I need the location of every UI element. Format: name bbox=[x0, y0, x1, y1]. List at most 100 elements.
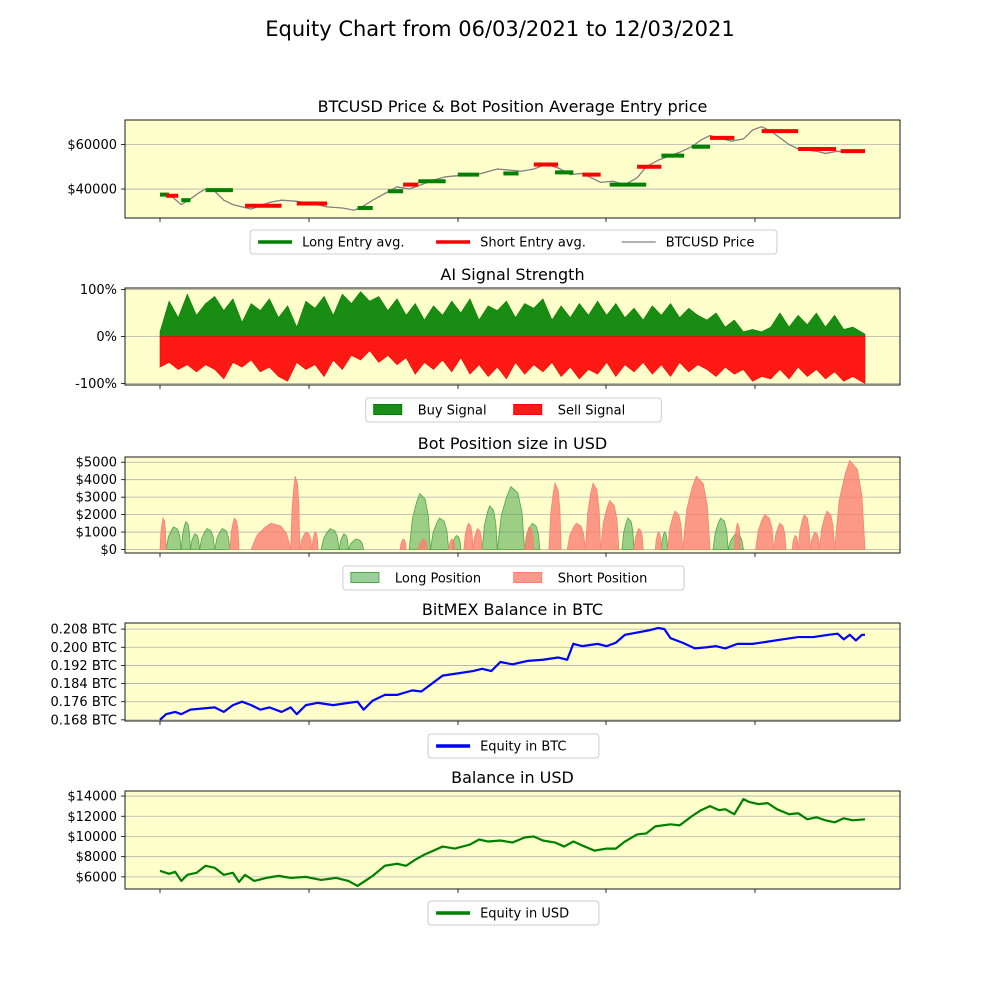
short-position-area bbox=[524, 526, 535, 550]
plot-area bbox=[159, 459, 866, 550]
short-position-area bbox=[600, 499, 620, 550]
y-tick-label: $12000 bbox=[67, 810, 117, 825]
series-line-equity-btc bbox=[159, 626, 865, 721]
short-position-area bbox=[229, 517, 240, 550]
legend-label: Long Entry avg. bbox=[302, 236, 404, 251]
long-position-area bbox=[496, 485, 526, 550]
legend-swatch bbox=[373, 404, 403, 415]
long-position-area bbox=[712, 517, 729, 550]
short-position-area bbox=[548, 481, 562, 550]
long-position-area bbox=[408, 492, 431, 550]
y-tick-label: 0.192 BTC bbox=[50, 659, 117, 674]
short-position-area bbox=[566, 522, 586, 550]
y-tick-label: $60000 bbox=[67, 138, 117, 153]
axes-frame bbox=[124, 790, 901, 890]
axes-frame bbox=[124, 119, 901, 219]
short-position-area bbox=[818, 510, 836, 550]
long-position-area bbox=[481, 505, 498, 550]
chart-panel-3: 0.168 BTC 0.176 BTC 0.184 BTC 0.192 BTC 0.20… bbox=[50, 600, 901, 759]
short-position-area bbox=[290, 476, 301, 550]
y-tick-label: $40000 bbox=[67, 183, 117, 198]
y-tick-label: 0.208 BTC bbox=[50, 623, 117, 638]
legend-label: Equity in USD bbox=[480, 907, 569, 922]
y-tick-label: 0.176 BTC bbox=[50, 695, 117, 710]
legend-box bbox=[427, 900, 600, 926]
legend-label: Buy Signal bbox=[418, 404, 487, 419]
long-position-area bbox=[621, 517, 635, 550]
y-tick-label: $0 bbox=[100, 543, 117, 558]
y-tick-label: $5000 bbox=[76, 456, 117, 471]
legend-label: BTCUSD Price bbox=[666, 236, 755, 251]
legend-box bbox=[427, 733, 600, 759]
axes-frame bbox=[124, 456, 901, 554]
chart-title: BTCUSD Price & Bot Position Average Entr… bbox=[318, 97, 708, 116]
legend-label: Long Position bbox=[395, 572, 481, 587]
long-position-area bbox=[347, 538, 365, 550]
long-position-area bbox=[214, 528, 231, 550]
short-position-area bbox=[797, 513, 811, 550]
legend-label: Sell Signal bbox=[558, 404, 626, 419]
legend-box bbox=[249, 229, 778, 255]
y-tick-label: $8000 bbox=[76, 850, 117, 865]
y-tick-label: 100% bbox=[80, 283, 117, 298]
legend: Long Position Short Position bbox=[342, 565, 685, 591]
short-position-area bbox=[633, 527, 644, 550]
y-tick-label: $14000 bbox=[67, 790, 117, 805]
chart-title: AI Signal Strength bbox=[440, 265, 584, 284]
legend-label: Short Position bbox=[558, 572, 648, 587]
short-position-area bbox=[773, 522, 787, 550]
short-position-area bbox=[755, 513, 775, 550]
y-tick-label: 0.168 BTC bbox=[50, 713, 117, 728]
plot-background bbox=[125, 120, 900, 218]
y-tick-label: $3000 bbox=[76, 491, 117, 506]
y-tick-label: 0% bbox=[96, 330, 117, 345]
legend-swatch bbox=[513, 572, 543, 583]
y-tick-label: -100% bbox=[75, 377, 117, 392]
long-position-area bbox=[165, 526, 182, 550]
chart-panel-0: $40000 $60000 BTCUSD Price & Bot Position … bbox=[67, 97, 901, 255]
long-position-area bbox=[429, 517, 450, 550]
y-tick-label: $4000 bbox=[76, 473, 117, 488]
chart-title: Balance in USD bbox=[451, 768, 574, 787]
short-position-area bbox=[448, 538, 456, 550]
legend: Buy Signal Sell Signal bbox=[365, 397, 662, 423]
short-position-area bbox=[654, 531, 662, 550]
legend-label: Short Entry avg. bbox=[480, 236, 586, 251]
short-position-area bbox=[399, 538, 407, 550]
long-position-area bbox=[199, 528, 216, 550]
short-position-area bbox=[733, 522, 741, 550]
y-tick-label: $6000 bbox=[76, 870, 117, 885]
legend-swatch bbox=[513, 404, 543, 415]
sell-signal-area bbox=[159, 336, 866, 385]
y-tick-label: 0.200 BTC bbox=[50, 641, 117, 656]
legend-label: Equity in BTC bbox=[480, 740, 566, 755]
y-tick-label: $1000 bbox=[76, 526, 117, 541]
plot-background bbox=[125, 623, 900, 721]
short-position-area bbox=[159, 516, 167, 550]
chart-title: Bot Position size in USD bbox=[418, 434, 607, 453]
series-line-equity-usd bbox=[159, 797, 866, 888]
legend: Equity in USD bbox=[427, 900, 600, 926]
legend: Long Entry avg. Short Entry avg. BTCUSD Pr… bbox=[249, 229, 778, 255]
figure-title: Equity Chart from 06/03/2021 to 12/03/20… bbox=[265, 17, 735, 41]
y-tick-label: $2000 bbox=[76, 508, 117, 523]
short-position-area bbox=[834, 459, 866, 550]
short-position-area bbox=[667, 510, 684, 550]
buy-signal-area bbox=[159, 291, 866, 337]
short-position-area bbox=[585, 482, 602, 550]
plot-area bbox=[159, 125, 866, 211]
short-position-area bbox=[311, 531, 319, 550]
plot-area bbox=[159, 291, 866, 385]
chart-title: BitMEX Balance in BTC bbox=[422, 600, 603, 619]
chart-panel-1: -100% 0% 100% AI Signal Strength Buy Signal S… bbox=[75, 265, 901, 423]
short-position-area bbox=[682, 475, 711, 550]
plot-area bbox=[159, 626, 865, 721]
legend: Equity in BTC bbox=[427, 733, 600, 759]
short-position-area bbox=[250, 522, 292, 550]
long-position-area bbox=[338, 533, 349, 550]
legend-swatch bbox=[350, 572, 380, 583]
axes-frame bbox=[124, 287, 901, 386]
long-position-area bbox=[189, 533, 200, 550]
long-position-area bbox=[180, 520, 191, 550]
